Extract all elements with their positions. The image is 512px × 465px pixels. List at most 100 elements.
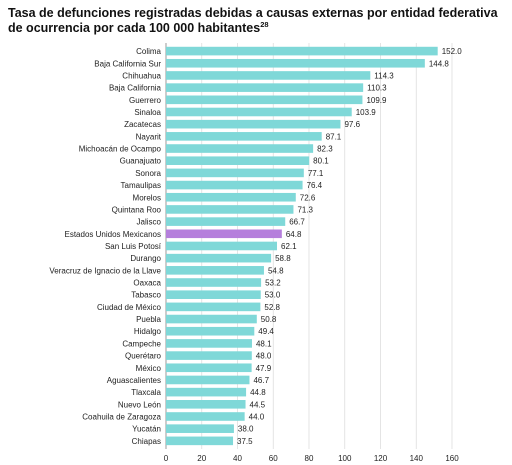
bar <box>166 314 257 324</box>
bar <box>166 107 352 117</box>
category-label: Guerrero <box>129 96 162 105</box>
bar <box>166 229 282 239</box>
value-label: 37.5 <box>237 437 253 446</box>
value-label: 47.9 <box>256 364 272 373</box>
bar <box>166 58 425 68</box>
value-label: 72.6 <box>300 193 316 202</box>
value-label: 52.8 <box>264 303 280 312</box>
value-label: 152.0 <box>442 47 463 56</box>
value-labels: 152.0 144.8 114.3 110.3 109.9 103.9 97.687.1 82… <box>237 47 462 446</box>
category-label: Michoacán de Ocampo <box>79 145 162 154</box>
x-tick-label: 120 <box>374 454 388 463</box>
category-label: Quintana Roo <box>112 205 162 214</box>
bar <box>166 144 314 153</box>
x-tick-label: 140 <box>410 454 424 463</box>
value-label: 44.0 <box>249 412 265 421</box>
bar <box>166 156 310 166</box>
category-label: Chiapas <box>132 437 161 446</box>
value-label: 58.8 <box>275 254 291 263</box>
value-label: 103.9 <box>356 108 377 117</box>
bar <box>166 205 294 214</box>
value-label: 80.1 <box>313 157 329 166</box>
category-label: Durango <box>130 254 161 263</box>
bar <box>166 71 371 80</box>
value-label: 114.3 <box>374 71 394 80</box>
value-label: 66.7 <box>289 218 305 227</box>
bar <box>166 253 272 263</box>
value-label: 48.0 <box>256 352 272 361</box>
value-label: 62.1 <box>281 242 297 251</box>
x-tick-label: 40 <box>233 454 242 463</box>
category-label: Guanajuato <box>120 157 162 166</box>
category-label: Sonora <box>135 169 161 178</box>
bar <box>166 217 286 226</box>
bar <box>166 424 234 433</box>
value-label: 53.0 <box>265 291 281 300</box>
category-label: Jalisco <box>137 218 162 227</box>
bar <box>166 339 252 348</box>
bar <box>166 351 252 360</box>
category-label: Chihuahua <box>122 71 161 80</box>
bar <box>166 387 247 397</box>
value-label: 38.0 <box>238 425 254 434</box>
value-label: 64.8 <box>286 230 302 239</box>
value-label: 44.8 <box>250 388 266 397</box>
category-label: Oaxaca <box>133 279 161 288</box>
value-label: 44.5 <box>250 400 266 409</box>
x-tick-label: 20 <box>197 454 206 463</box>
bar <box>166 363 252 373</box>
category-label: Zacatecas <box>124 120 161 129</box>
bar <box>166 266 264 275</box>
value-label: 97.6 <box>344 120 360 129</box>
bar <box>166 375 250 385</box>
category-label: Estados Unidos Mexicanos <box>65 230 162 239</box>
bar <box>166 119 341 129</box>
bar <box>166 46 438 56</box>
category-label: Tamaulipas <box>121 181 161 190</box>
chart-title: Tasa de defunciones registradas debidas … <box>8 6 508 36</box>
bar <box>166 180 303 190</box>
category-label: Baja California <box>109 84 162 93</box>
bar <box>166 95 363 105</box>
bar <box>166 132 322 141</box>
category-label: Nuevo León <box>118 400 161 409</box>
chart-title-superscript: 28 <box>260 19 269 29</box>
x-tick-labels: 0 20 40 60 80 100 120 140 160 <box>164 454 459 463</box>
value-label: 54.8 <box>268 266 284 275</box>
value-label: 76.4 <box>307 181 323 190</box>
category-label: Ciudad de México <box>97 303 162 312</box>
bar <box>166 412 245 421</box>
category-label: Baja California Sur <box>94 59 161 68</box>
bar <box>166 278 262 287</box>
category-label: Hidalgo <box>134 327 162 336</box>
category-labels: Colima Baja California Sur Chihuahua Baja C… <box>49 47 161 446</box>
category-label: Querétaro <box>125 352 162 361</box>
value-label: 87.1 <box>326 132 342 141</box>
value-label: 144.8 <box>429 59 450 68</box>
category-label: Nayarit <box>136 132 162 141</box>
bar <box>166 326 255 336</box>
x-tick-label: 0 <box>164 454 169 463</box>
bar <box>166 400 246 409</box>
category-label: México <box>136 364 162 373</box>
x-tick-label: 100 <box>338 454 352 463</box>
bar <box>166 83 364 92</box>
category-label: Puebla <box>136 315 161 324</box>
category-label: Veracruz de Ignacio de la Llave <box>49 266 161 275</box>
value-label: 50.8 <box>261 315 277 324</box>
bars <box>166 46 438 446</box>
value-label: 53.2 <box>265 279 281 288</box>
category-label: Yucatán <box>132 425 161 434</box>
value-label: 49.4 <box>258 327 274 336</box>
value-label: 77.1 <box>308 169 324 178</box>
bar <box>166 302 261 312</box>
value-label: 46.7 <box>253 376 269 385</box>
x-tick-label: 60 <box>269 454 278 463</box>
value-label: 48.1 <box>256 339 272 348</box>
value-label: 110.3 <box>367 84 387 93</box>
bar <box>166 192 296 202</box>
category-label: Campeche <box>122 339 161 348</box>
value-label: 109.9 <box>366 96 387 105</box>
category-label: Coahuila de Zaragoza <box>82 412 161 421</box>
